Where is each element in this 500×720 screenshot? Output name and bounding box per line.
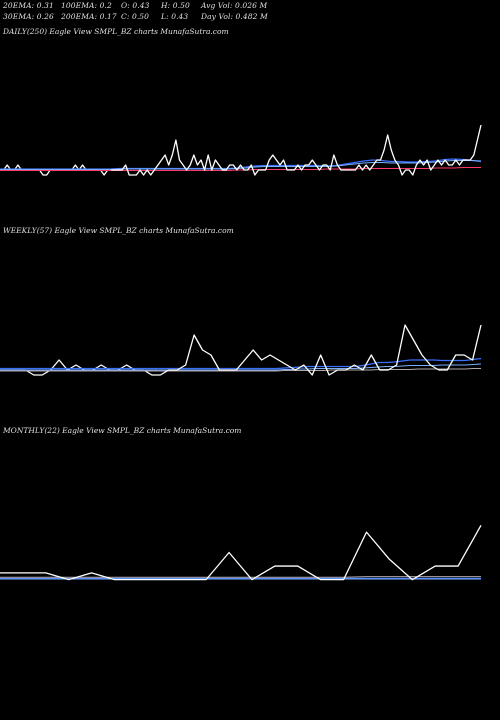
header-100ema: 100EMA: 0.2 [61,1,112,10]
header-20ema: 20EMA: 0.31 [3,1,54,10]
daily-ema-red-line [110,166,481,172]
monthly-chart [0,525,482,581]
monthly-chart-title: MONTHLY(22) Eagle View SMPL_BZ charts Mu… [3,426,242,435]
monthly-ema-grey-line [0,576,481,578]
header-open: O: 0.43 [121,1,150,10]
monthly-price-line [0,525,482,581]
header-high: H: 0.50 [161,1,190,10]
weekly-ema-light-line [158,363,482,371]
header-200ema: 200EMA: 0.17 [61,12,117,21]
header-30ema: 30EMA: 0.26 [3,12,54,21]
weekly-ema-blue-line [158,357,482,370]
daily-price-line [0,124,482,176]
header-avg-vol: Avg Vol: 0.026 M [201,1,268,10]
daily-chart-title: DAILY(250) Eagle View SMPL_BZ charts Mun… [3,27,229,36]
daily-ema-light-line [110,160,482,170]
weekly-chart-title: WEEKLY(57) Eagle View SMPL_BZ charts Mun… [3,226,234,235]
daily-chart [0,124,482,176]
header-day-vol: Day Vol: 0.482 M [201,12,268,21]
weekly-chart [0,324,482,376]
header-close: C: 0.50 [121,12,150,21]
header-low: L: 0.43 [161,12,189,21]
weekly-price-line [0,324,482,376]
weekly-ema-grey-line [158,368,481,372]
